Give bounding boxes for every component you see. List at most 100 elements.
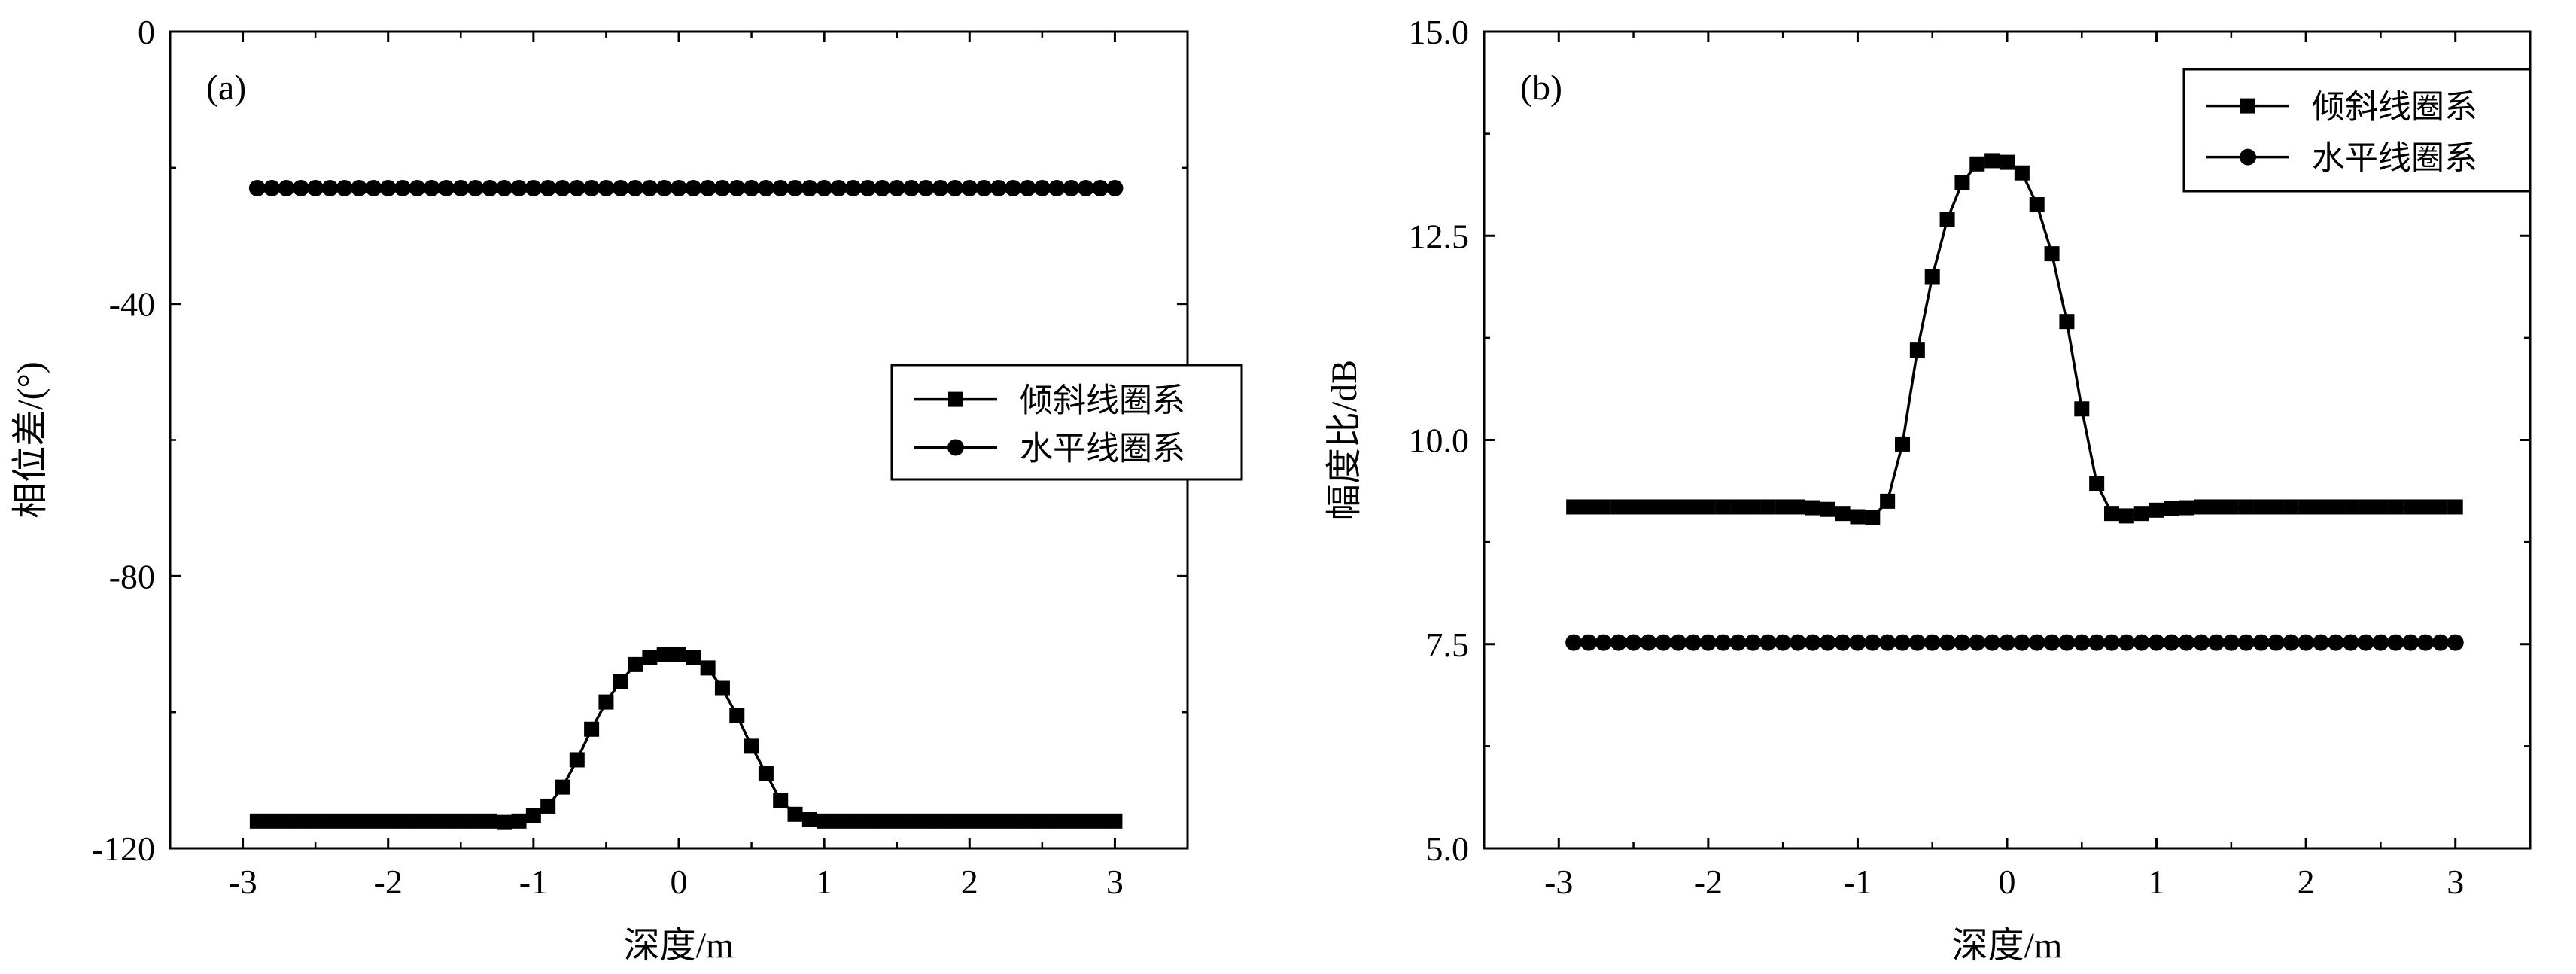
data-point-square bbox=[773, 793, 789, 808]
data-point-circle bbox=[961, 179, 978, 196]
data-point-square bbox=[2209, 499, 2224, 515]
data-point-circle bbox=[627, 179, 644, 196]
data-point-square bbox=[1790, 499, 1805, 515]
data-point-square bbox=[351, 813, 367, 829]
y-tick-label: 0 bbox=[138, 13, 155, 51]
data-point-square bbox=[1063, 813, 1079, 829]
data-point-circle bbox=[743, 179, 760, 196]
y-tick-label: 10.0 bbox=[1409, 422, 1470, 460]
data-point-circle bbox=[394, 179, 412, 196]
data-point-circle bbox=[2387, 634, 2404, 651]
data-point-square bbox=[714, 680, 730, 696]
data-point-circle bbox=[816, 179, 833, 196]
data-point-square bbox=[2447, 499, 2463, 515]
data-point-square bbox=[1820, 501, 1835, 517]
data-point-circle bbox=[1759, 634, 1777, 651]
legend-marker-circle bbox=[947, 439, 964, 456]
data-point-circle bbox=[903, 179, 920, 196]
data-point-square bbox=[2328, 499, 2343, 515]
y-axis-title: 幅度比/dB bbox=[1324, 360, 1364, 520]
x-tick-label: -3 bbox=[228, 863, 257, 901]
data-point-square bbox=[438, 813, 454, 829]
data-point-square bbox=[2014, 165, 2030, 181]
data-point-circle bbox=[801, 179, 818, 196]
data-point-circle bbox=[990, 179, 1007, 196]
data-point-circle bbox=[2222, 634, 2240, 651]
data-point-square bbox=[1939, 212, 1955, 227]
data-point-circle bbox=[612, 179, 629, 196]
panel-a-phase-difference-chart: -3 -2 -1 0 1 2 3 -120 -80 -40 0 深度/m 相位差/(°) (a) 倾斜线圈系… bbox=[11, 13, 1243, 966]
data-point-square bbox=[1909, 342, 1925, 358]
data-point-circle bbox=[525, 179, 542, 196]
data-point-square bbox=[2149, 502, 2164, 518]
data-point-square bbox=[2283, 499, 2299, 515]
data-point-circle bbox=[1640, 634, 1657, 651]
data-point-circle bbox=[1610, 634, 1627, 651]
data-point-circle bbox=[1954, 634, 1971, 651]
data-point-circle bbox=[1005, 179, 1022, 196]
data-point-circle bbox=[2058, 634, 2076, 651]
data-point-square bbox=[569, 752, 585, 768]
data-point-square bbox=[2089, 476, 2105, 492]
data-point-square bbox=[2164, 501, 2179, 516]
data-point-circle bbox=[2088, 634, 2106, 651]
data-point-square bbox=[744, 738, 759, 754]
data-point-square bbox=[2268, 499, 2284, 515]
data-point-square bbox=[2044, 246, 2060, 262]
data-point-square bbox=[1686, 499, 1701, 515]
data-point-circle bbox=[2313, 634, 2329, 651]
data-point-square bbox=[1020, 813, 1036, 829]
data-point-circle bbox=[263, 179, 281, 196]
data-point-square bbox=[1610, 499, 1626, 515]
data-point-circle bbox=[2372, 634, 2389, 651]
x-tick-label: -1 bbox=[519, 863, 548, 901]
data-point-square bbox=[1880, 493, 1896, 509]
data-point-circle bbox=[2327, 634, 2344, 651]
data-point-square bbox=[2194, 499, 2210, 515]
data-point-circle bbox=[1699, 634, 1717, 651]
data-point-circle bbox=[1894, 634, 1911, 651]
data-point-circle bbox=[1984, 634, 2001, 651]
data-point-circle bbox=[467, 179, 484, 196]
data-point-circle bbox=[932, 179, 949, 196]
data-point-circle bbox=[2357, 634, 2374, 651]
data-point-square bbox=[1005, 813, 1021, 829]
y-tick-label: 7.5 bbox=[1426, 625, 1470, 664]
data-point-square bbox=[729, 708, 745, 723]
data-point-circle bbox=[1048, 179, 1066, 196]
data-point-circle bbox=[1834, 634, 1851, 651]
data-point-square bbox=[453, 813, 469, 829]
data-point-circle bbox=[2028, 634, 2045, 651]
data-point-square bbox=[511, 813, 527, 829]
data-point-circle bbox=[351, 179, 368, 196]
data-point-square bbox=[1924, 269, 1940, 285]
data-point-square bbox=[671, 647, 686, 662]
data-point-circle bbox=[248, 179, 266, 196]
x-axis-title: 深度/m bbox=[1952, 926, 2063, 966]
data-point-square bbox=[1671, 499, 1686, 515]
data-point-circle bbox=[757, 179, 774, 196]
data-point-square bbox=[366, 813, 382, 829]
data-point-circle bbox=[728, 179, 746, 196]
legend-box bbox=[890, 364, 1243, 481]
data-point-circle bbox=[540, 179, 557, 196]
data-point-square bbox=[308, 813, 324, 829]
data-point-circle bbox=[2043, 634, 2060, 651]
data-point-square bbox=[1969, 156, 1985, 172]
x-tick-label: 1 bbox=[816, 863, 833, 901]
data-point-square bbox=[249, 813, 265, 829]
data-point-square bbox=[2000, 154, 2015, 170]
data-point-circle bbox=[685, 179, 702, 196]
data-point-circle bbox=[1729, 634, 1747, 651]
data-point-circle bbox=[1969, 634, 1986, 651]
panel-label: (b) bbox=[1520, 68, 1562, 108]
data-point-square bbox=[1805, 500, 1820, 516]
data-point-circle bbox=[2402, 634, 2419, 651]
data-point-circle bbox=[292, 179, 309, 196]
data-point-square bbox=[1566, 499, 1582, 515]
data-point-square bbox=[1656, 499, 1671, 515]
data-point-circle bbox=[2417, 634, 2434, 651]
data-point-square bbox=[1093, 813, 1109, 829]
legend-label-0: 倾斜线圈系 bbox=[1020, 382, 1185, 419]
data-point-square bbox=[1954, 175, 1970, 190]
